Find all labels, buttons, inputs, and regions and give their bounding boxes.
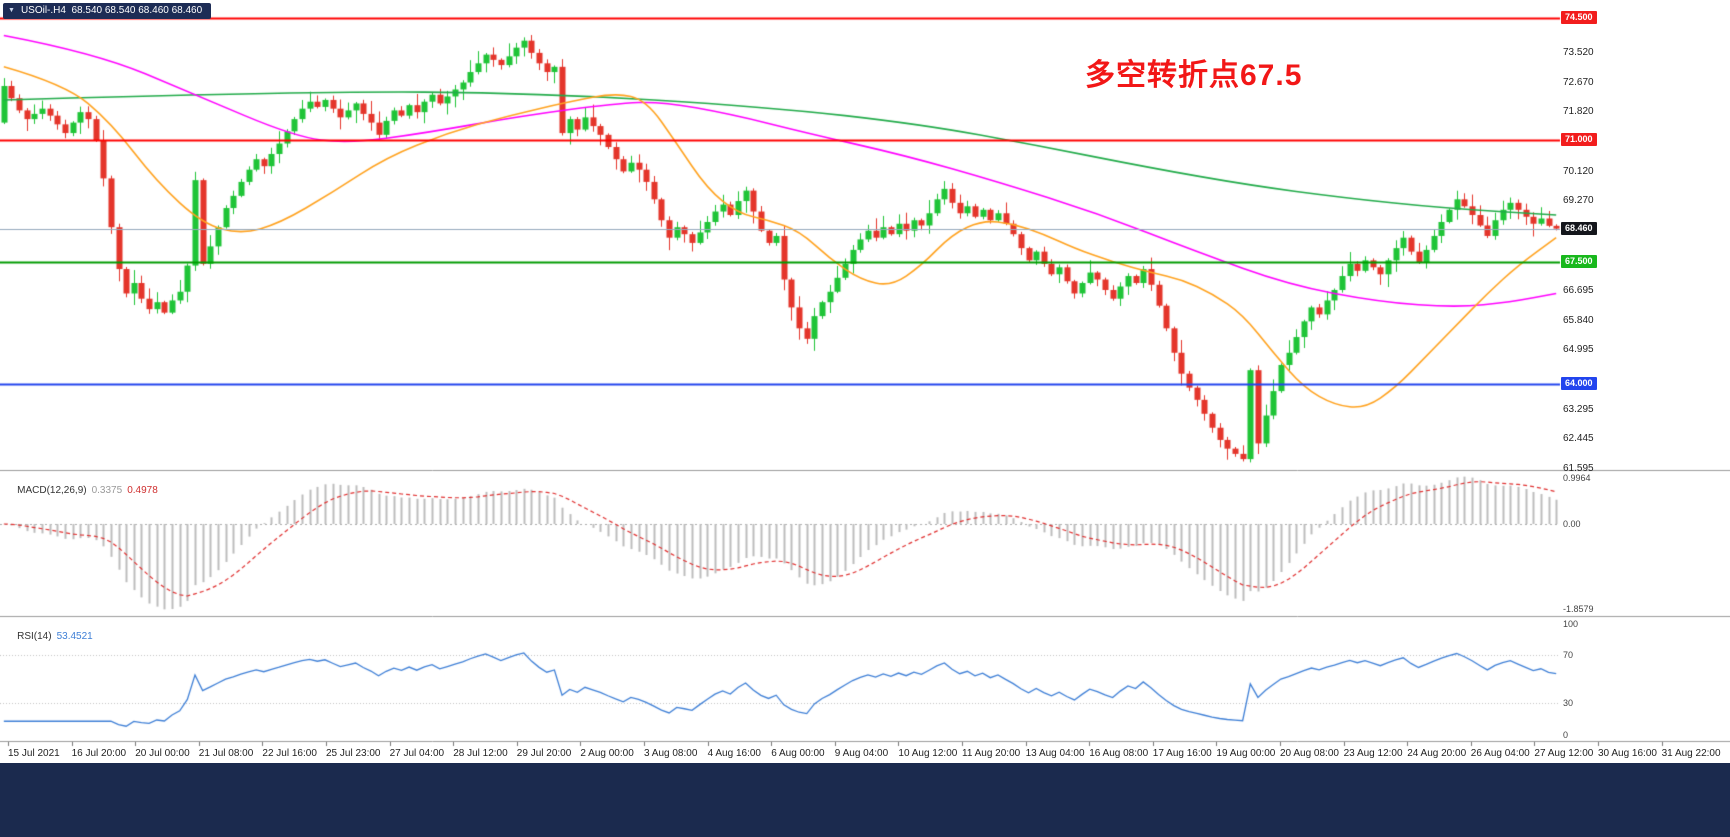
rsi-params: RSI(14) bbox=[17, 631, 52, 642]
rsi-value: 53.4521 bbox=[56, 631, 93, 642]
macd-params: MACD(12,26,9) bbox=[17, 485, 87, 496]
symbol-ohlc-label: USOil-.H4 68.540 68.540 68.460 68.460 bbox=[20, 5, 203, 16]
macd-indicator-label: MACD(12,26,9) 0.3375 0.4978 bbox=[6, 474, 158, 507]
annotation-text: 多空转折点67.5 bbox=[1085, 59, 1303, 92]
macd-main-value: 0.3375 bbox=[91, 485, 123, 496]
symbol-info-chip[interactable]: ▼ USOil-.H4 68.540 68.540 68.460 68.460 bbox=[3, 3, 212, 19]
dropdown-arrow-icon: ▼ bbox=[8, 7, 15, 14]
bottom-panel bbox=[0, 763, 1730, 837]
price-chart-canvas[interactable] bbox=[0, 0, 1730, 763]
rsi-indicator-label: RSI(14) 53.4521 bbox=[6, 620, 93, 653]
macd-signal-value: 0.4978 bbox=[127, 485, 158, 496]
